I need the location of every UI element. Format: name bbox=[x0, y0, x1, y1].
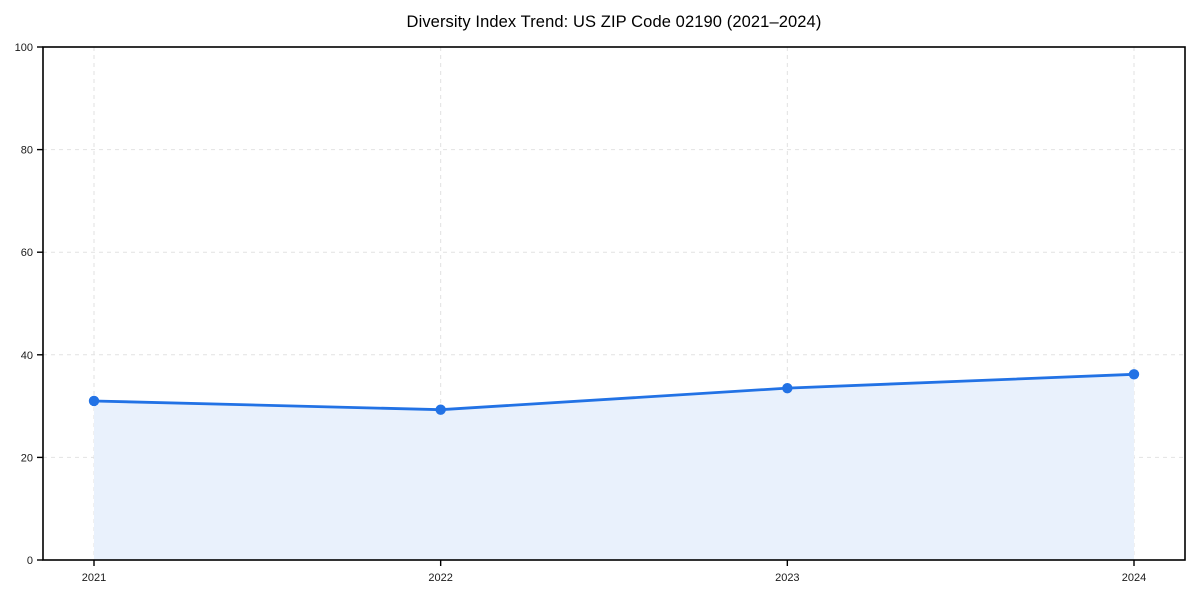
x-tick-label: 2024 bbox=[1122, 572, 1146, 584]
x-tick-label: 2023 bbox=[775, 572, 799, 584]
y-tick-label: 60 bbox=[21, 247, 33, 259]
data-point-marker bbox=[1128, 369, 1140, 380]
data-point-marker bbox=[782, 382, 793, 394]
y-tick-label: 100 bbox=[15, 42, 33, 54]
area-fill bbox=[94, 374, 1134, 560]
y-tick-label: 40 bbox=[21, 350, 33, 362]
trend-line bbox=[92, 372, 1136, 412]
x-tick-label: 2022 bbox=[428, 572, 452, 584]
y-tick-label: 20 bbox=[21, 452, 33, 464]
chart-title: Diversity Index Trend: US ZIP Code 02190… bbox=[406, 13, 822, 31]
y-tick-label: 0 bbox=[27, 555, 33, 567]
y-tick-label: 80 bbox=[21, 145, 33, 157]
data-point-marker bbox=[435, 404, 446, 415]
data-point-marker bbox=[88, 395, 100, 407]
axes-frame bbox=[42, 46, 1186, 561]
x-tick-label: 2021 bbox=[82, 572, 106, 584]
